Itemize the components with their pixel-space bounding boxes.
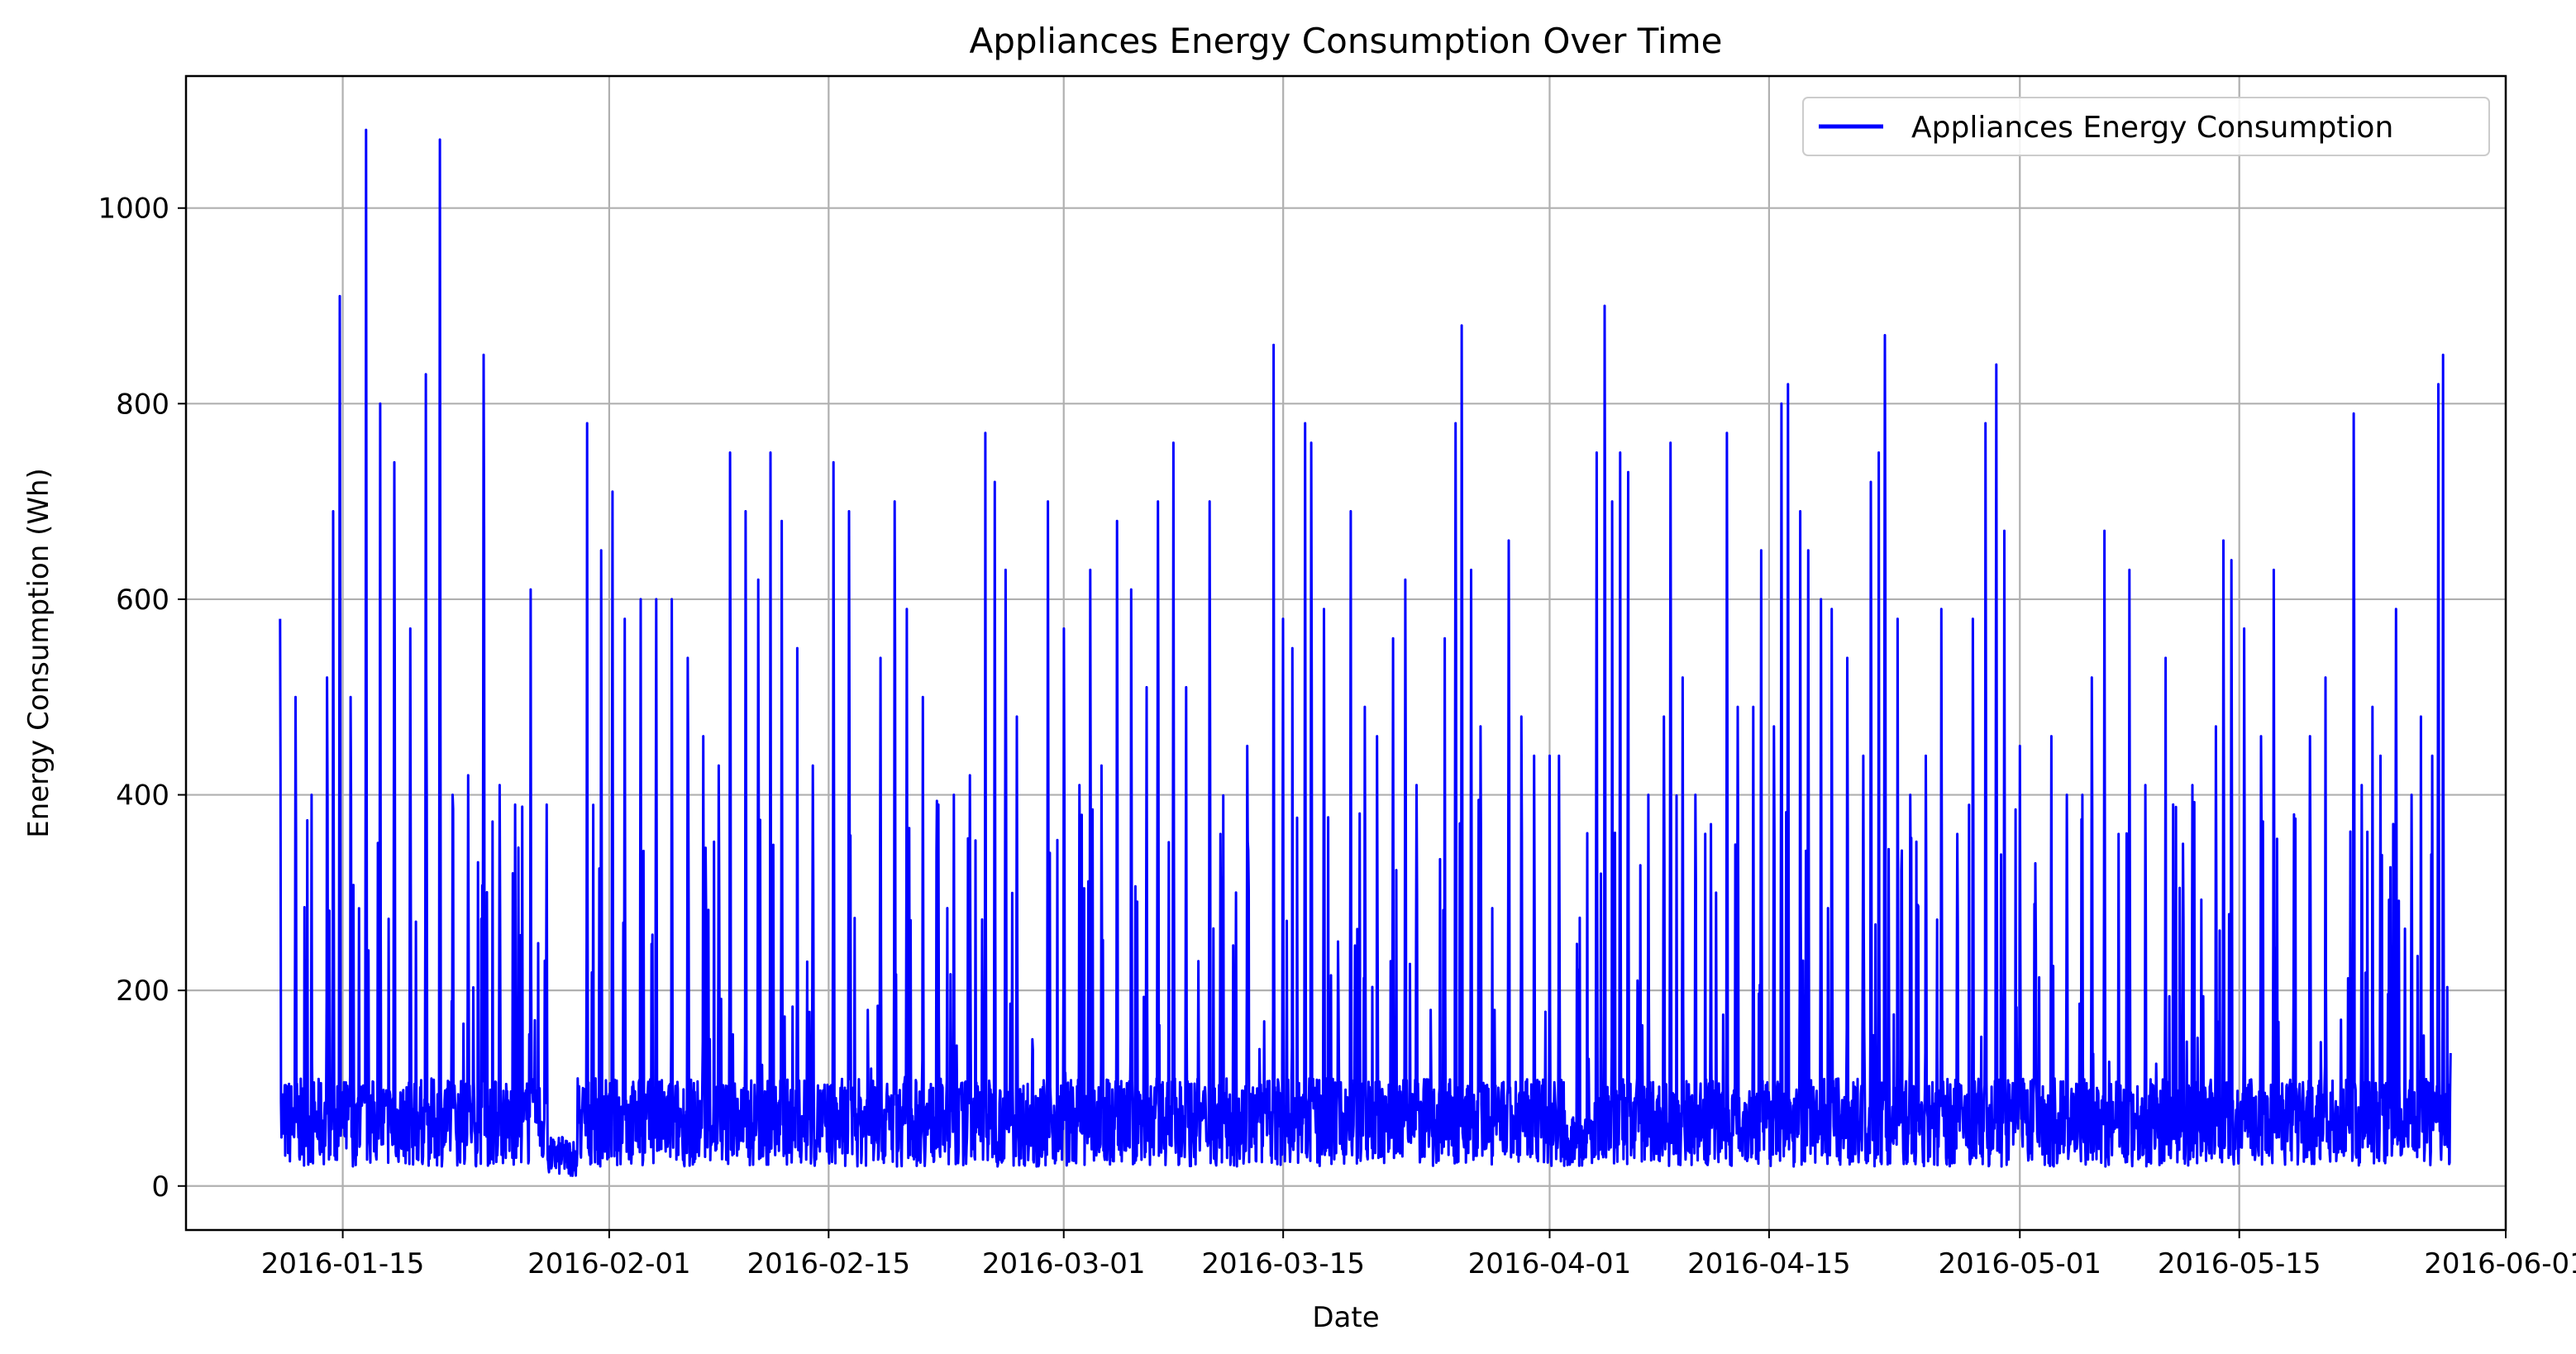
plot-frame	[184, 74, 2507, 1232]
axis-ticks: 2016-01-15 2016-02-01 2016-02-15 2016-03-01…	[98, 193, 2576, 1280]
x-tick-label: 2016-04-15	[1687, 1247, 1851, 1280]
x-tick-label: 2016-05-15	[2158, 1247, 2321, 1280]
y-tick-label: 1000	[98, 193, 169, 226]
y-tick-label: 0	[151, 1170, 169, 1204]
x-tick-label: 2016-01-15	[261, 1247, 425, 1280]
legend-box	[1802, 97, 2490, 156]
x-tick-label: 2016-03-01	[982, 1247, 1146, 1280]
legend: Appliances Energy Consumption	[1802, 97, 2490, 156]
x-axis-label: Date	[1312, 1301, 1379, 1334]
series-layer	[279, 128, 2452, 1177]
x-tick-label: 2016-03-15	[1201, 1247, 1365, 1280]
y-tick-label: 200	[116, 975, 169, 1008]
x-tick-label: 2016-06-01	[2424, 1247, 2576, 1280]
y-tick-label: 600	[116, 584, 169, 617]
x-tick-label: 2016-02-15	[747, 1247, 911, 1280]
x-tick-label: 2016-05-01	[1938, 1247, 2101, 1280]
y-axis-label: Energy Consumption (Wh)	[22, 468, 55, 838]
chart-title: Appliances Energy Consumption Over Time	[970, 21, 1723, 61]
legend-label: Appliances Energy Consumption	[1911, 111, 2393, 145]
x-tick-label: 2016-04-01	[1468, 1247, 1632, 1280]
y-tick-label: 800	[116, 388, 169, 421]
x-tick-label: 2016-02-01	[527, 1247, 691, 1280]
y-tick-label: 400	[116, 780, 169, 813]
series-line-appliances-energy	[279, 128, 2452, 1177]
